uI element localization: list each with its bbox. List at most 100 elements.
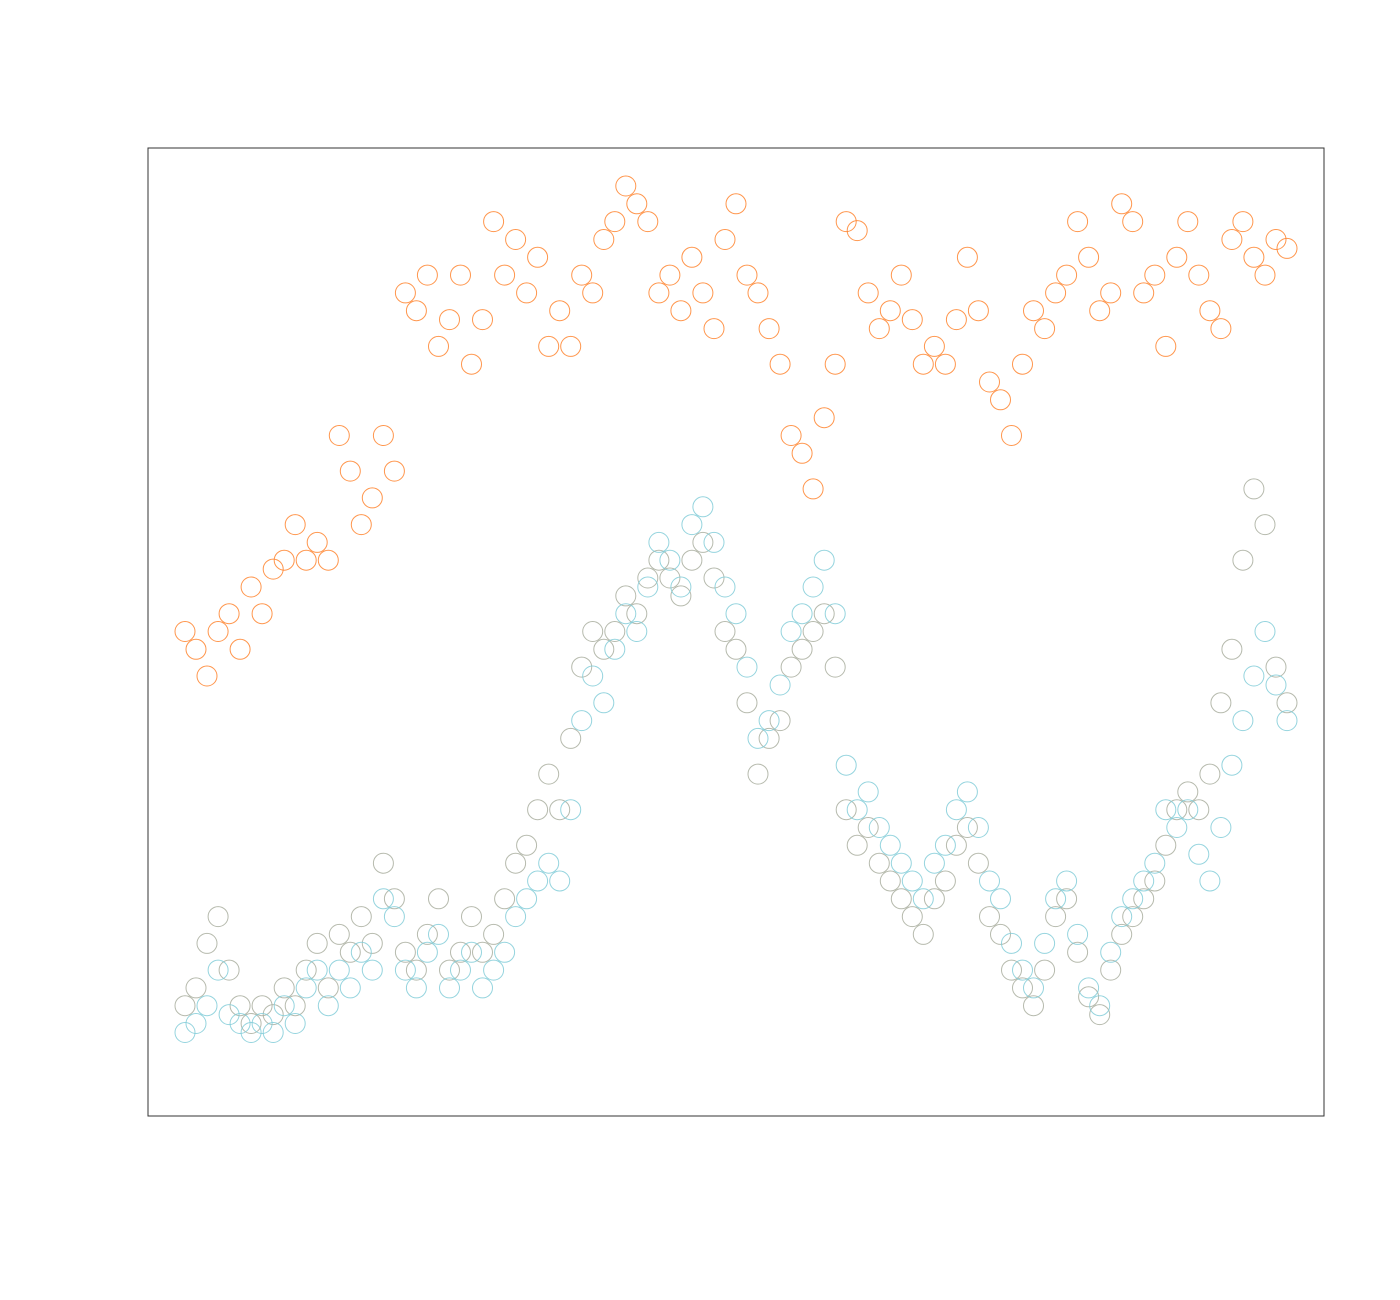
data-point — [901, 309, 923, 331]
data-point — [1188, 799, 1210, 821]
data-point — [1056, 870, 1078, 892]
data-point — [549, 799, 571, 821]
data-point — [350, 941, 372, 963]
plot-frame — [147, 147, 1325, 1117]
data-point — [527, 870, 549, 892]
data-point — [593, 229, 615, 250]
data-point — [1232, 549, 1254, 571]
data-point — [1243, 665, 1265, 687]
data-point — [990, 888, 1011, 910]
data-point — [416, 264, 438, 286]
data-point — [350, 514, 372, 536]
data-point — [229, 1013, 251, 1034]
data-point — [813, 407, 835, 429]
data-point — [725, 193, 747, 215]
data-point — [1023, 995, 1044, 1017]
data-point — [890, 852, 912, 874]
data-point — [1012, 959, 1033, 981]
data-point — [857, 817, 879, 838]
data-point — [681, 246, 703, 268]
data-point — [1144, 264, 1166, 286]
data-point — [736, 264, 758, 286]
data-point — [538, 763, 560, 785]
data-point — [758, 727, 780, 749]
data-point — [824, 656, 846, 678]
data-point — [1265, 674, 1287, 696]
data-point — [945, 799, 967, 821]
data-point — [405, 300, 427, 322]
data-point — [769, 353, 791, 375]
data-points — [174, 175, 1298, 1043]
data-point — [174, 621, 196, 642]
data-point — [582, 282, 604, 304]
data-point — [339, 460, 361, 482]
data-point — [1023, 300, 1044, 322]
data-point — [1111, 923, 1133, 945]
data-point — [692, 282, 714, 304]
data-point — [538, 335, 560, 357]
data-point — [428, 923, 449, 945]
data-point — [1243, 246, 1265, 268]
data-point — [802, 576, 824, 598]
data-point — [361, 487, 383, 509]
data-point — [1012, 977, 1033, 999]
data-point — [284, 514, 306, 536]
data-point — [328, 923, 350, 945]
data-point — [251, 995, 273, 1017]
data-point — [196, 665, 218, 687]
data-point — [372, 852, 394, 874]
data-point — [967, 300, 989, 322]
data-point — [637, 576, 659, 598]
data-point — [1045, 906, 1067, 928]
data-point — [1144, 852, 1166, 874]
data-point — [934, 870, 956, 892]
data-point — [571, 710, 593, 732]
data-point — [1100, 941, 1122, 963]
data-point — [306, 932, 328, 954]
data-point — [1232, 710, 1254, 732]
data-point — [416, 941, 438, 963]
data-point — [185, 977, 207, 999]
data-point — [681, 514, 703, 536]
data-point — [703, 567, 725, 589]
data-point — [912, 888, 934, 910]
data-point — [747, 727, 769, 749]
data-point — [1089, 1004, 1111, 1026]
data-point — [339, 941, 361, 963]
data-point — [240, 1022, 262, 1043]
data-point — [218, 959, 240, 981]
data-point — [1232, 211, 1254, 233]
data-point — [240, 576, 262, 598]
data-point — [1276, 237, 1298, 259]
data-point — [692, 496, 714, 518]
data-point — [1100, 959, 1122, 981]
data-point — [714, 621, 736, 642]
data-point — [879, 870, 901, 892]
data-point — [1056, 264, 1078, 286]
data-point — [494, 941, 516, 963]
data-point — [637, 211, 659, 233]
data-point — [615, 585, 637, 607]
data-point — [780, 425, 802, 446]
data-point — [317, 977, 339, 999]
data-point — [1089, 300, 1111, 322]
data-point — [394, 959, 416, 981]
data-point — [725, 638, 747, 660]
data-point — [306, 959, 328, 981]
data-point — [979, 906, 1000, 928]
data-point — [450, 959, 471, 981]
data-point — [1034, 318, 1056, 340]
data-point — [1078, 977, 1100, 999]
data-point — [813, 549, 835, 571]
data-point — [196, 932, 218, 954]
data-point — [1056, 888, 1078, 910]
data-point — [527, 246, 549, 268]
data-point — [648, 282, 670, 304]
data-point — [196, 995, 218, 1017]
data-point — [1078, 986, 1100, 1008]
data-point — [1001, 959, 1022, 981]
data-point — [273, 995, 295, 1017]
data-point — [1155, 799, 1177, 821]
data-point — [1067, 923, 1089, 945]
data-point — [383, 460, 405, 482]
